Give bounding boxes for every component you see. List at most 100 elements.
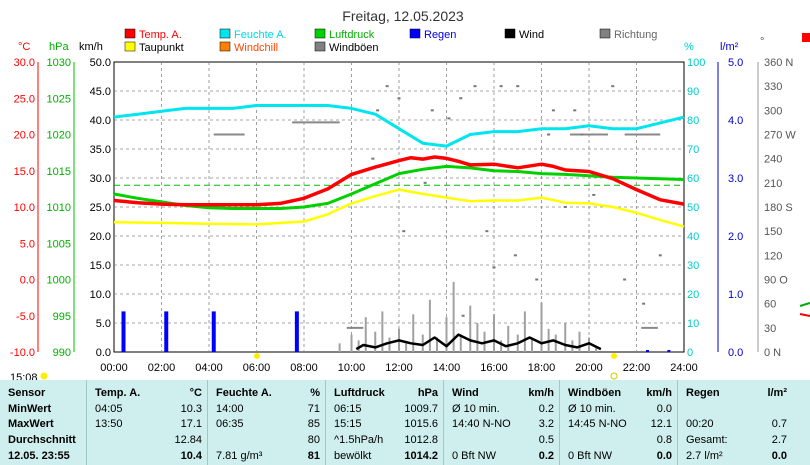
table-cell-label: 12.05. 23:55 xyxy=(8,450,70,462)
rain-tick-label: 0.0 xyxy=(728,347,743,359)
direction-mark xyxy=(402,230,406,233)
direction-mark xyxy=(461,314,465,317)
wind-tick-label: 15.0 xyxy=(90,260,111,272)
sunrise-marker xyxy=(254,353,260,359)
direction-tick-label: 60 xyxy=(764,299,776,311)
rain-bar xyxy=(121,311,126,352)
pressure-tick-label: 1015 xyxy=(47,166,71,178)
rain-mark xyxy=(667,350,671,352)
legend-item-label: Richtung xyxy=(614,29,657,41)
table-column: Wind km/h Ø 10 min. 0.2 14:40 N-NO 3.2 0.5 0 Bf… xyxy=(443,380,560,465)
temp-tick-label: 15.0 xyxy=(14,166,35,178)
table-cell-label: MinWert xyxy=(8,403,52,415)
table-cell-label: 0 Bft NW xyxy=(452,450,497,462)
direction-mark xyxy=(473,85,477,88)
table-column-title: Luftdruck xyxy=(334,387,385,399)
direction-tick-label: 120 xyxy=(764,250,782,262)
moon-marker xyxy=(610,372,618,380)
humidity-tick-label: 40 xyxy=(687,231,699,243)
table-cell-value: 0.7 xyxy=(771,418,787,430)
direction-mark xyxy=(385,85,389,88)
table-cell-label: 14:40 N-NO xyxy=(452,418,511,430)
table-column: Luftdruck hPa 06:15 1009.7 15:15 1015.6 ^1.5hP… xyxy=(325,380,444,465)
table-column-title: Sensor xyxy=(8,387,46,399)
temp-tick-label: 25.0 xyxy=(14,93,35,105)
legend-item-label: Temp. A. xyxy=(139,29,182,41)
x-tick-label: 24:00 xyxy=(670,362,698,374)
legend-item-label: Luftdruck xyxy=(329,29,375,41)
direction-mark xyxy=(623,278,627,281)
edge-mark xyxy=(799,302,810,307)
table-column: Temp. A. °C 04:05 10.3 13:50 17.1 12.84 10.4 xyxy=(86,380,208,465)
table-cell-value: 17.1 xyxy=(180,418,202,430)
table-cell-value: 0.0 xyxy=(771,450,787,462)
direction-mark xyxy=(563,206,567,208)
table-cell-value: 0.0 xyxy=(656,450,672,462)
pressure-tick-label: 1025 xyxy=(47,93,71,105)
x-tick-label: 04:00 xyxy=(195,362,223,374)
legend-swatch-cut xyxy=(802,33,810,42)
wind-tick-label: 25.0 xyxy=(90,202,111,214)
temp-tick-label: 30.0 xyxy=(14,57,35,69)
table-cell-label: Ø 10 min. xyxy=(568,403,616,415)
table-cell-label: 04:05 xyxy=(95,403,123,415)
legend-swatch xyxy=(124,28,136,39)
rain-tick-label: 1.0 xyxy=(728,289,743,301)
pressure-tick-label: 990 xyxy=(53,347,71,359)
temp-tick-label: -5.0 xyxy=(16,311,35,323)
table-cell-label: 13:50 xyxy=(95,418,123,430)
temp-tick-label: -10.0 xyxy=(10,347,35,359)
table-cell-value: 85 xyxy=(307,418,320,430)
table-column-unit: % xyxy=(310,387,320,399)
direction-mark xyxy=(658,254,662,257)
direction-tick-label: 360 N xyxy=(764,57,793,69)
rain-tick-label: 2.0 xyxy=(728,231,743,243)
x-tick-label: 12:00 xyxy=(385,362,413,374)
temp-tick-label: 5.0 xyxy=(20,238,35,250)
table-cell-label: Ø 10 min. xyxy=(452,403,500,415)
wind-unit-label: km/h xyxy=(79,41,103,53)
direction-mark xyxy=(611,85,615,88)
table-cell-value: 1015.6 xyxy=(404,418,438,430)
table-column-title: Feuchte A. xyxy=(216,387,272,399)
direction-mark xyxy=(499,85,503,88)
x-tick-label: 10:00 xyxy=(338,362,366,374)
humidity-tick-label: 0 xyxy=(687,347,693,359)
table-column: Windböen km/h Ø 10 min. 0.0 14:45 N-NO 12.1 0.… xyxy=(559,380,678,465)
legend-swatch xyxy=(314,41,326,52)
current-time-label: 15:08 xyxy=(10,372,38,380)
table-column-unit: °C xyxy=(189,387,202,399)
x-tick-label: 18:00 xyxy=(528,362,556,374)
stats-table: Sensor MinWert MaxWert Durchschnitt 12.05. 2… xyxy=(0,380,810,465)
rain-bar xyxy=(164,311,169,352)
wind-tick-label: 0.0 xyxy=(96,347,111,359)
table-column-unit: hPa xyxy=(417,387,438,399)
table-cell-label: MaxWert xyxy=(8,418,54,430)
humidity-tick-label: 50 xyxy=(687,202,699,214)
table-cell-label: 2.7 l/m² xyxy=(686,450,723,462)
direction-mark xyxy=(430,109,434,112)
temp-tick-label: 20.0 xyxy=(14,130,35,142)
direction-mark xyxy=(397,97,401,100)
direction-tick-label: 300 xyxy=(764,105,782,117)
table-cell-value: 80 xyxy=(307,434,320,446)
rain-bar xyxy=(294,311,299,352)
temp-tick-label: 10.0 xyxy=(14,202,35,214)
table-cell-label: 06:15 xyxy=(334,403,362,415)
direction-mark xyxy=(492,266,496,269)
direction-tick-label: 240 xyxy=(764,154,782,166)
direction-mark xyxy=(376,109,380,112)
x-tick-label: 02:00 xyxy=(148,362,176,374)
table-cell-label: 15:15 xyxy=(334,418,362,430)
table-column-title: Windböen xyxy=(568,387,622,399)
table-cell-value: 0.0 xyxy=(656,403,672,415)
table-cell-label: 14:00 xyxy=(216,403,244,415)
humidity-tick-label: 10 xyxy=(687,318,699,330)
rain-tick-label: 5.0 xyxy=(728,57,743,69)
table-column-unit: km/h xyxy=(528,387,554,399)
pressure-tick-label: 995 xyxy=(53,311,71,323)
temp-tick-label: 0.0 xyxy=(20,275,35,287)
humidity-tick-label: 30 xyxy=(687,260,699,272)
direction-mark xyxy=(513,254,517,257)
humidity-tick-label: 20 xyxy=(687,289,699,301)
